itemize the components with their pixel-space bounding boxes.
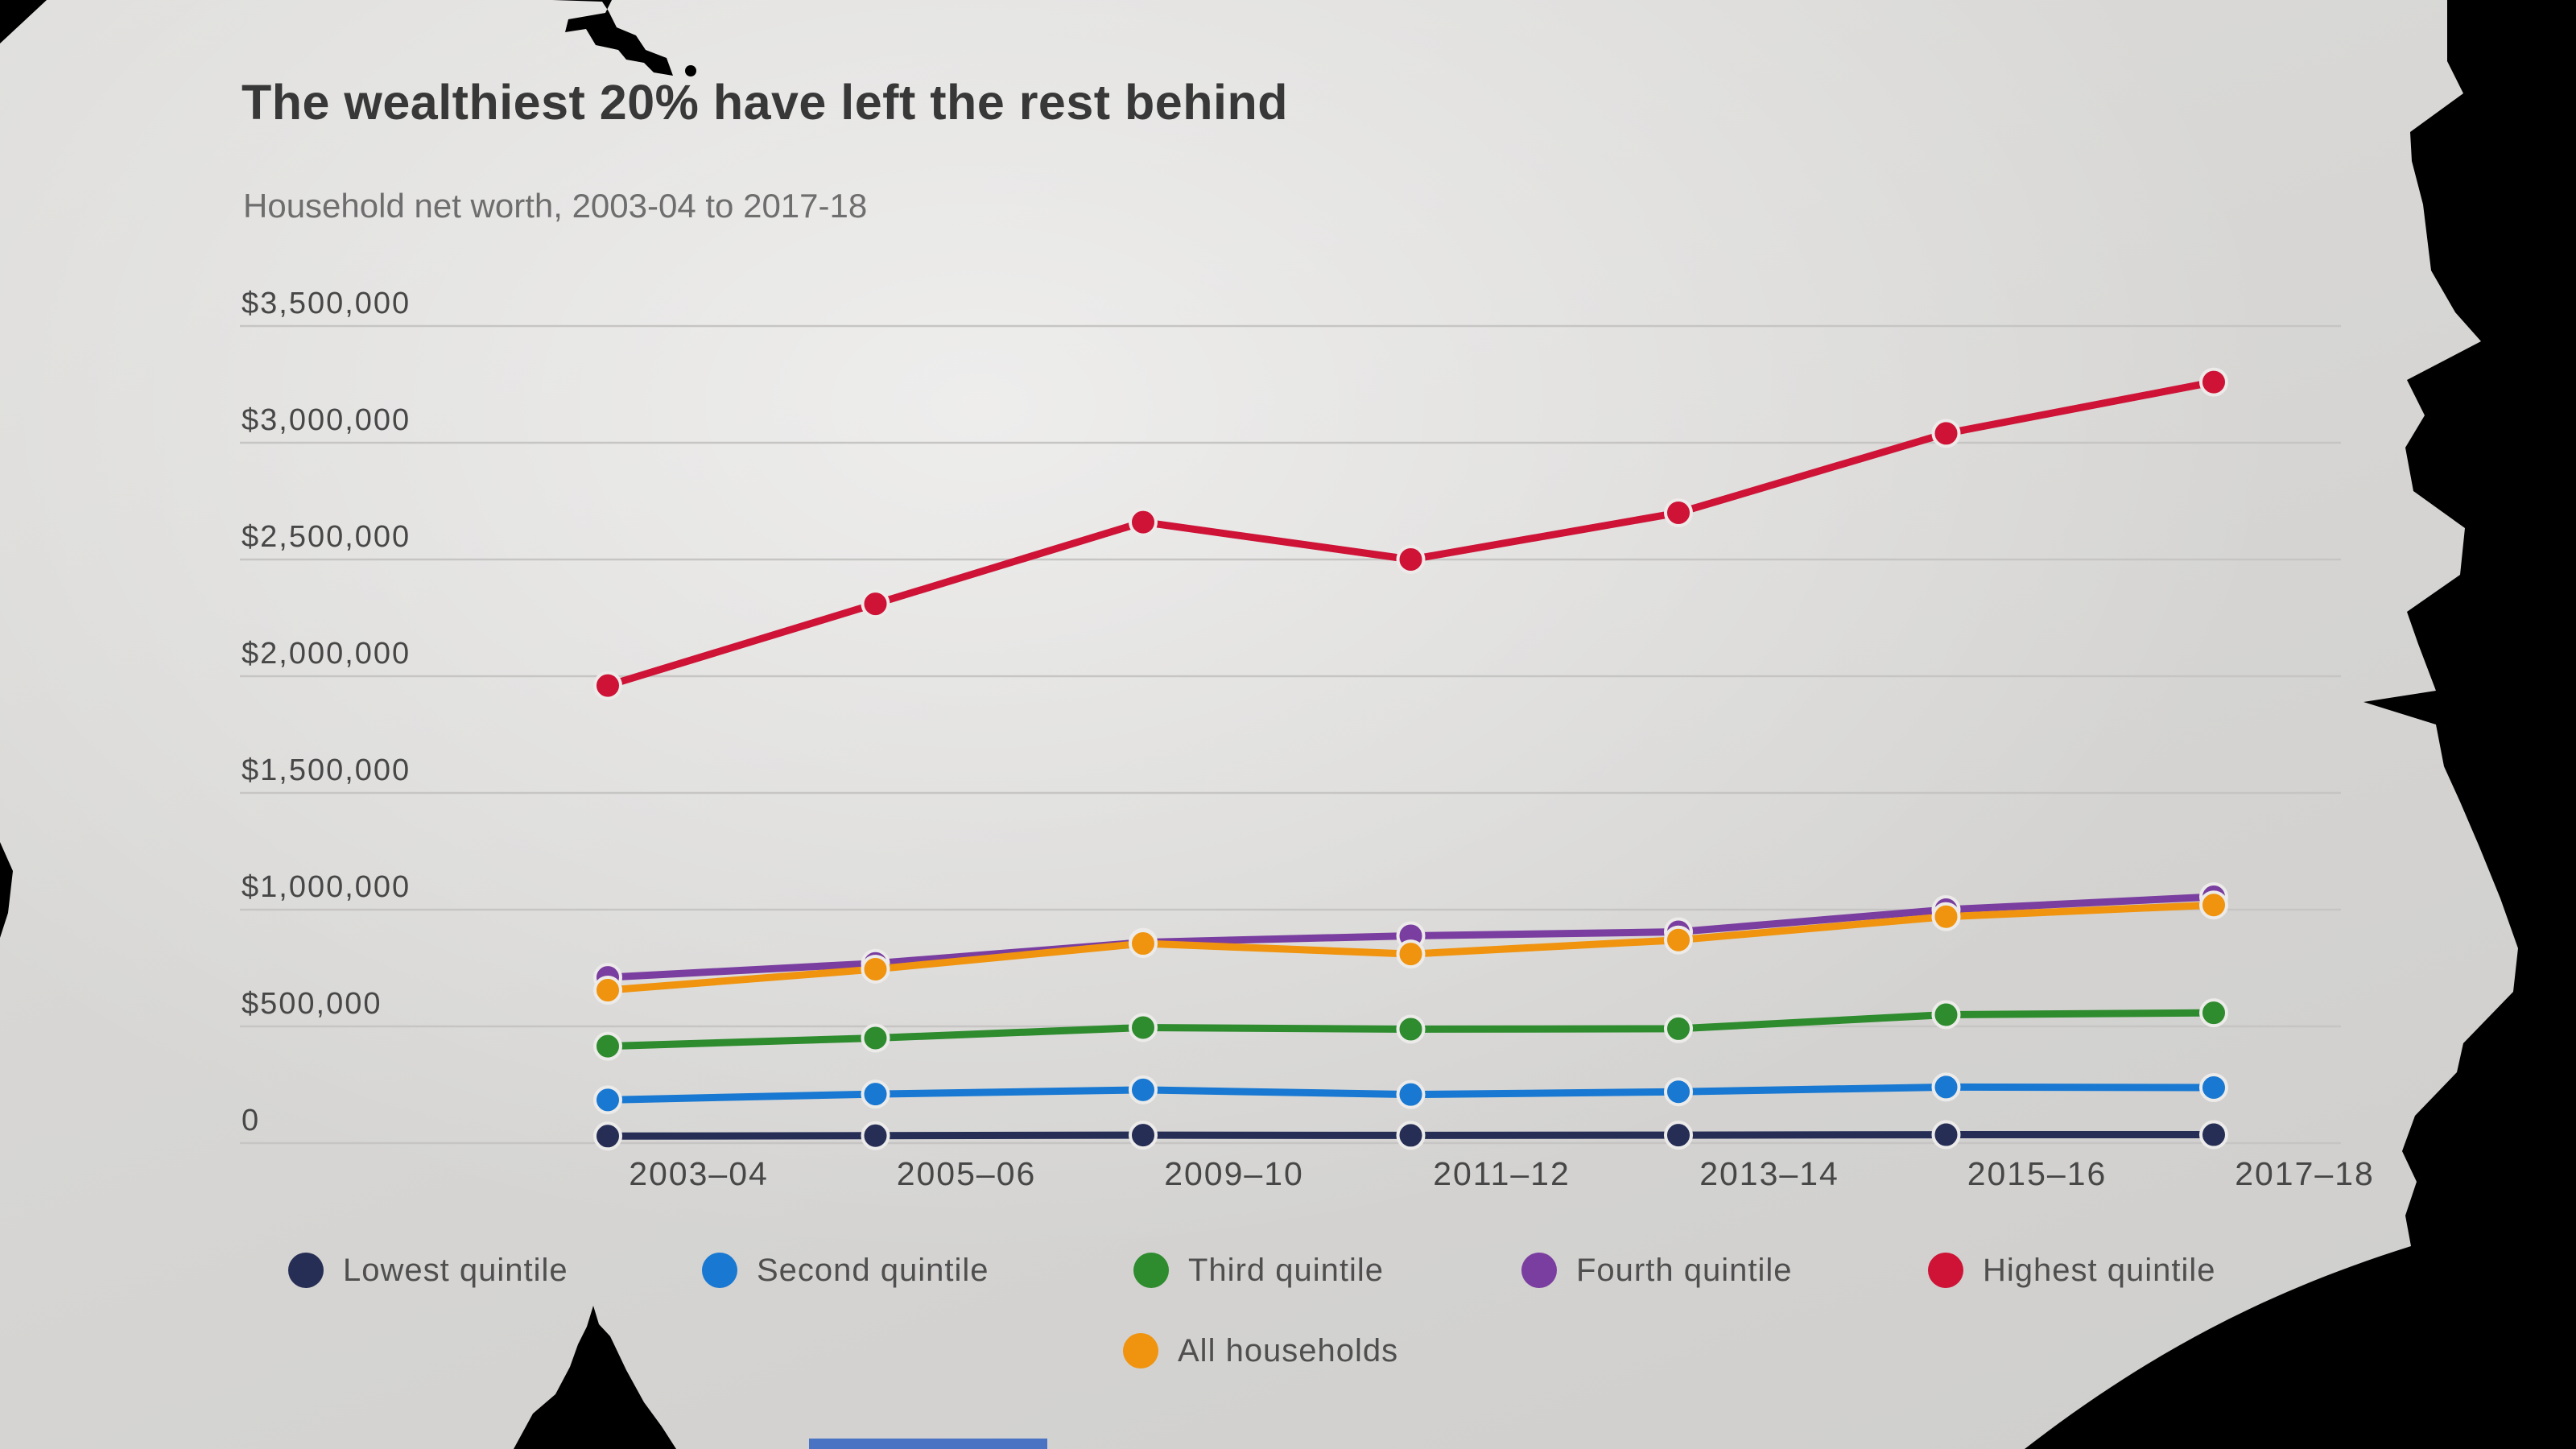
legend-swatch-third-quintile: [1133, 1253, 1169, 1288]
data-point: [2199, 890, 2228, 920]
series-line-highest-quintile: [606, 378, 2215, 689]
data-point: [593, 1031, 622, 1061]
data-point: [1664, 1077, 1693, 1107]
data-point: [2199, 1072, 2228, 1102]
data-point: [1931, 1000, 1961, 1030]
data-point: [1129, 507, 1158, 537]
data-point: [1664, 498, 1693, 527]
x-axis-tick-label: 2017–18: [2235, 1155, 2375, 1192]
data-point: [1129, 929, 1158, 959]
y-axis-tick-label: 0: [242, 1104, 260, 1137]
legend-swatch-fourth-quintile: [1521, 1253, 1557, 1288]
data-point: [861, 1121, 890, 1150]
x-axis-tick-label: 2009–10: [1164, 1155, 1304, 1192]
data-point: [1129, 1075, 1158, 1104]
legend-item-highest-quintile: Highest quintile: [1928, 1246, 2216, 1294]
legend-swatch-lowest-quintile: [288, 1253, 324, 1288]
data-point: [1129, 1013, 1158, 1042]
data-point: [1931, 419, 1961, 448]
data-point: [1931, 1120, 1961, 1150]
x-axis-tick-label: 2011–12: [1433, 1155, 1571, 1192]
data-point: [2199, 1120, 2228, 1150]
x-axis-tick-label: 2005–06: [897, 1155, 1037, 1192]
legend-item-lowest-quintile: Lowest quintile: [288, 1246, 568, 1294]
y-axis-tick-label: $2,500,000: [242, 520, 411, 554]
y-axis-tick-label: $3,000,000: [242, 403, 411, 437]
data-point: [1396, 545, 1426, 574]
data-point: [2199, 367, 2228, 397]
x-axis-tick-label: 2003–04: [629, 1155, 769, 1192]
data-point: [593, 976, 622, 1005]
chart-title: The wealthiest 20% have left the rest be…: [242, 75, 1288, 130]
data-point: [2199, 998, 2228, 1028]
legend-label: Lowest quintile: [343, 1252, 568, 1288]
legend-swatch-all-households: [1123, 1333, 1158, 1368]
data-point: [861, 1023, 890, 1053]
data-point: [1664, 925, 1693, 955]
legend-label: Third quintile: [1188, 1252, 1385, 1288]
y-axis-tick-label: $3,500,000: [242, 287, 411, 320]
legend-label: All households: [1178, 1332, 1399, 1368]
data-point: [861, 954, 890, 984]
chart-subtitle: Household net worth, 2003-04 to 2017-18: [243, 187, 868, 225]
legend-item-second-quintile: Second quintile: [702, 1246, 989, 1294]
legend-item-third-quintile: Third quintile: [1133, 1246, 1384, 1294]
legend-label: Highest quintile: [1983, 1252, 2216, 1288]
legend-label: Fourth quintile: [1576, 1252, 1793, 1288]
y-axis-tick-label: $500,000: [242, 987, 382, 1021]
x-axis-tick-label: 2015–16: [1967, 1155, 2107, 1192]
x-axis-tick-label: 2013–14: [1699, 1155, 1839, 1192]
y-axis-tick-label: $1,000,000: [242, 870, 411, 904]
data-point: [1664, 1013, 1693, 1043]
data-point: [593, 671, 622, 700]
data-point: [861, 1080, 890, 1109]
legend-swatch-second-quintile: [702, 1253, 737, 1288]
data-point: [1129, 1121, 1158, 1150]
data-point: [861, 589, 890, 619]
legend-item-all-households: All households: [1123, 1327, 1398, 1375]
data-point: [593, 1085, 622, 1115]
data-point: [593, 1121, 622, 1151]
data-point: [1396, 1080, 1426, 1109]
data-point: [1931, 1072, 1961, 1102]
y-axis-tick-label: $1,500,000: [242, 753, 411, 787]
legend-item-fourth-quintile: Fourth quintile: [1521, 1246, 1792, 1294]
data-point: [1396, 1121, 1426, 1150]
legend-swatch-highest-quintile: [1928, 1253, 1963, 1288]
y-axis-tick-label: $2,000,000: [242, 637, 411, 671]
data-point: [1664, 1121, 1693, 1150]
data-point: [1396, 939, 1426, 969]
data-point: [1931, 902, 1961, 931]
data-point: [1396, 1014, 1426, 1044]
legend-label: Second quintile: [757, 1252, 989, 1288]
